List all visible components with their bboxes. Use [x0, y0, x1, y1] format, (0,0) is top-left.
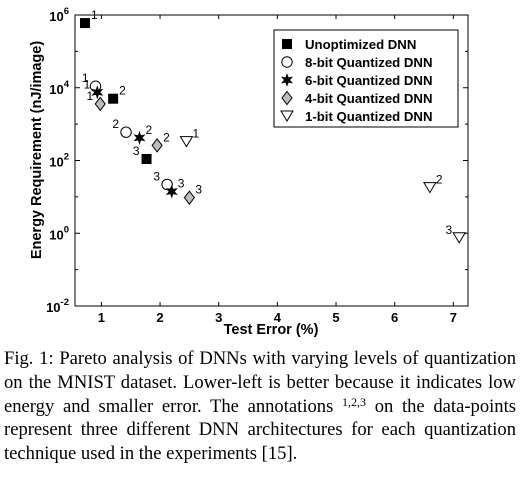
data-point-diamond	[94, 96, 106, 112]
legend-marker-circle	[281, 56, 293, 68]
point-annotation: 1	[87, 89, 94, 103]
data-point-triangle-down	[422, 182, 437, 194]
point-annotation: 1	[84, 77, 91, 91]
x-axis-label-group: Test Error (%)	[224, 322, 319, 338]
legend-box	[273, 29, 459, 128]
point-annotation: 2	[163, 130, 170, 144]
data-point-star	[165, 184, 178, 199]
point-annotation: 3	[133, 144, 140, 158]
legend-marker-triangle-down	[280, 110, 294, 122]
x-tick-label: 7	[450, 310, 457, 325]
legend-marker-square	[282, 39, 292, 49]
caption-lead: Fig. 1: Pareto analysis of DNNs with var…	[4, 348, 516, 417]
data-point-diamond	[151, 138, 163, 153]
data-point-star	[133, 130, 146, 145]
x-tick-label: 2	[156, 310, 163, 325]
data-point-circle	[161, 178, 173, 191]
legend-entry-label: 6-bit Quantized DNN	[305, 73, 432, 88]
data-point-diamond	[183, 190, 196, 206]
legend-entry-label: 8-bit Quantized DNN	[305, 55, 432, 70]
pareto-chart: Energy Requirement (nJ/image) Test Error…	[29, 6, 469, 338]
x-tick-label: 6	[391, 310, 398, 325]
data-point-circle	[120, 126, 132, 138]
point-annotation: 1	[192, 127, 199, 141]
y-axis-label-group: Energy Requirement (nJ/image)	[29, 41, 45, 260]
point-annotation: 1	[91, 8, 98, 22]
point-annotation: 3	[153, 169, 160, 183]
point-annotation: 2	[112, 117, 119, 131]
y-tick-label: 106	[49, 6, 69, 24]
caption-superscript: 1,2,3	[342, 394, 366, 409]
legend-marker-star	[281, 73, 293, 87]
figure-caption: Fig. 1: Pareto analysis of DNNs with var…	[4, 347, 516, 466]
data-point-square	[79, 18, 90, 29]
data-point-square	[108, 93, 119, 104]
x-tick-label: 5	[332, 310, 339, 325]
y-tick-label: 100	[49, 224, 69, 242]
y-tick-label: 10-2	[46, 297, 69, 315]
point-annotation: 3	[195, 183, 202, 197]
legend-marker-diamond	[281, 90, 293, 106]
point-annotation: 2	[146, 123, 153, 137]
data-point-triangle-down	[179, 136, 194, 148]
y-tick-label: 102	[49, 152, 69, 170]
point-annotation: 3	[446, 223, 453, 237]
x-tick-label: 3	[215, 310, 222, 325]
data-point-square	[141, 153, 152, 164]
y-axis-label: Energy Requirement (nJ/image)	[29, 41, 45, 260]
legend-entry-label: 4-bit Quantized DNN	[305, 91, 432, 106]
data-point-triangle-down	[452, 232, 467, 244]
point-annotation: 2	[436, 173, 443, 187]
x-tick-label: 1	[98, 310, 105, 325]
data-point-star	[91, 85, 104, 100]
legend: Unoptimized DNN 8-bit Quantized DNN 6-bit …	[273, 29, 459, 128]
x-tick-label: 4	[274, 310, 282, 325]
legend-entry-label: 1-bit Quantized DNN	[305, 109, 432, 124]
point-annotation: 3	[178, 177, 185, 191]
legend-entry-label: Unoptimized DNN	[305, 37, 416, 52]
x-axis-label: Test Error (%)	[224, 322, 319, 338]
caption-tail: on the data-points represent three diffe…	[4, 395, 516, 465]
point-annotation: 2	[119, 84, 126, 98]
y-tick-label: 104	[49, 79, 69, 97]
point-annotation: 1	[82, 71, 89, 85]
